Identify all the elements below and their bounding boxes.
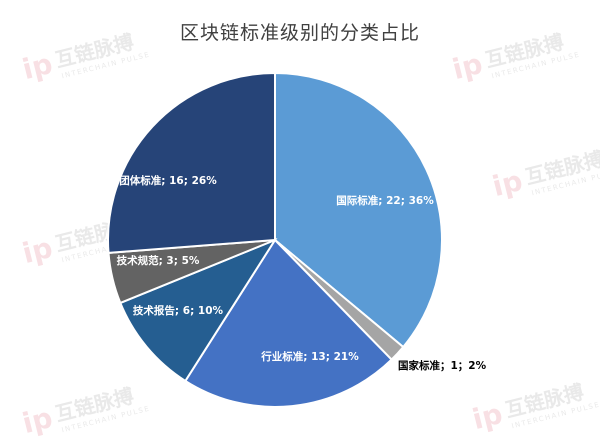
slice-label-6: 团体标准; 16; 26% (119, 174, 217, 187)
pie-slice-1 (274, 71, 443, 349)
slice-label-2: 国家标准；1；2% (398, 359, 487, 372)
svg-text:ip: ip (19, 47, 56, 86)
svg-text:ip: ip (489, 164, 526, 203)
pie-slice-6 (107, 71, 276, 254)
chart-title: 区块链标准级别的分类占比 (179, 22, 420, 44)
pie-labels: 国际标准; 22; 36% 国家标准；1；2% 行业标准; 13; 21% 技术报告;… (117, 174, 487, 372)
svg-text:ip: ip (19, 231, 56, 270)
svg-text:ip: ip (449, 47, 486, 86)
pie-slice-4 (119, 237, 278, 383)
svg-text:ip: ip (19, 401, 56, 440)
slice-label-3: 行业标准; 13; 21% (260, 350, 359, 363)
pie-slice-3 (183, 238, 393, 408)
pie-slices (107, 71, 443, 408)
slice-label-4: 技术报告; 6; 10% (133, 304, 224, 317)
svg-text:ip: ip (469, 397, 506, 436)
slice-label-1: 国际标准; 22; 36% (336, 194, 434, 207)
slice-label-5: 技术规范; 3; 5% (117, 254, 200, 267)
